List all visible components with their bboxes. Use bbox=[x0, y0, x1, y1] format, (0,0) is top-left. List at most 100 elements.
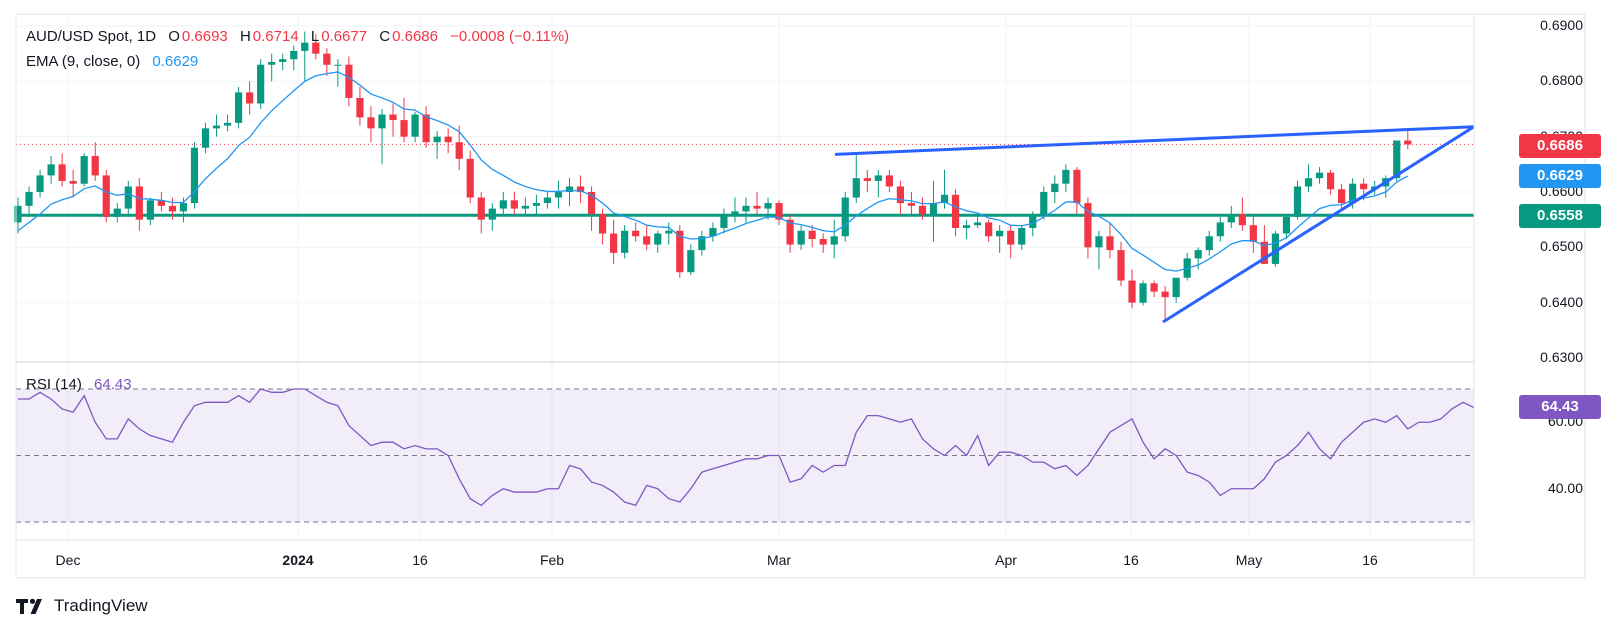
candle bbox=[532, 194, 541, 215]
candle-body bbox=[14, 205, 22, 223]
candle-body bbox=[422, 114, 430, 143]
candle-body bbox=[91, 156, 99, 176]
candle-body bbox=[610, 233, 618, 253]
candle bbox=[554, 180, 563, 209]
chart-grid bbox=[16, 14, 1474, 540]
candle bbox=[1249, 214, 1257, 253]
candle bbox=[157, 192, 165, 212]
price-axis-label: 0.6300 bbox=[1540, 349, 1583, 365]
candle-body bbox=[268, 61, 276, 65]
legend-low: 0.6677 bbox=[321, 28, 368, 45]
candle-body bbox=[1172, 277, 1180, 298]
candle bbox=[896, 180, 904, 215]
candle-body bbox=[1095, 236, 1103, 248]
candle-body bbox=[951, 194, 960, 228]
candle bbox=[687, 244, 695, 275]
candle bbox=[1161, 286, 1169, 323]
chart-frame bbox=[15, 13, 1586, 579]
candle bbox=[433, 131, 441, 159]
candle-body bbox=[25, 192, 33, 206]
candle-body bbox=[1194, 250, 1202, 259]
candle bbox=[1150, 280, 1158, 298]
candle-body bbox=[235, 92, 243, 123]
candle-body bbox=[36, 175, 44, 192]
candle bbox=[1216, 216, 1224, 242]
candle-body bbox=[996, 230, 1004, 237]
candle-body bbox=[885, 175, 893, 187]
candle-body bbox=[1161, 291, 1169, 298]
candle bbox=[1117, 241, 1125, 287]
candle bbox=[422, 106, 430, 148]
candle-body bbox=[510, 200, 518, 209]
legend-symbol[interactable]: AUD/USD Spot, 1D bbox=[26, 28, 157, 45]
candle-body bbox=[466, 158, 474, 198]
candle-body bbox=[1393, 140, 1401, 179]
candle-body bbox=[201, 128, 210, 148]
candle bbox=[1326, 169, 1335, 195]
candle-body bbox=[676, 230, 684, 273]
candle bbox=[576, 175, 585, 204]
time-axis-label: Feb bbox=[539, 552, 565, 568]
tradingview-logo[interactable]: TradingView bbox=[16, 596, 148, 616]
candle-body bbox=[1338, 189, 1346, 204]
candle bbox=[1128, 269, 1136, 309]
candle bbox=[444, 128, 452, 154]
candle bbox=[179, 197, 188, 223]
candle-body bbox=[720, 214, 728, 228]
candle-body bbox=[1139, 283, 1147, 303]
candle bbox=[698, 230, 706, 256]
candle bbox=[598, 208, 607, 245]
ema-line[interactable] bbox=[17, 71, 1409, 272]
candle bbox=[1051, 175, 1059, 204]
candle-body bbox=[400, 120, 408, 137]
candle-body bbox=[808, 230, 816, 240]
candle bbox=[841, 192, 849, 242]
candle bbox=[863, 169, 871, 192]
candle bbox=[720, 208, 728, 234]
candle bbox=[610, 219, 618, 264]
candle bbox=[499, 192, 507, 215]
candle-body bbox=[334, 64, 342, 66]
candle bbox=[47, 156, 55, 184]
candle-body bbox=[786, 219, 794, 245]
legend-rsi-label[interactable]: RSI (14) bbox=[26, 376, 82, 393]
candle bbox=[632, 222, 640, 242]
candle-body bbox=[709, 227, 717, 237]
price-axis-label: 0.6900 bbox=[1540, 17, 1583, 33]
candle-body bbox=[896, 186, 904, 204]
candle bbox=[323, 48, 331, 76]
candle-body bbox=[1304, 178, 1313, 187]
candle-body bbox=[80, 156, 88, 184]
candle-body bbox=[312, 42, 320, 54]
time-axis-label: Apr bbox=[995, 552, 1017, 568]
candle-body bbox=[830, 236, 838, 245]
support-price-tag: 0.6558 bbox=[1519, 204, 1601, 228]
candle bbox=[201, 122, 210, 154]
candle-body bbox=[323, 53, 331, 65]
legend-ema-label[interactable]: EMA (9, close, 0) bbox=[26, 53, 141, 70]
candle bbox=[488, 203, 496, 231]
candle-body bbox=[587, 192, 596, 215]
candle bbox=[80, 153, 88, 187]
rsi-value-tag: 64.43 bbox=[1519, 395, 1601, 419]
candle bbox=[1183, 252, 1191, 281]
candle bbox=[1095, 230, 1103, 270]
time-axis-label: Mar bbox=[766, 552, 792, 568]
candle-body bbox=[433, 136, 441, 143]
legend-open-label: O bbox=[168, 28, 180, 45]
candle-body bbox=[47, 164, 55, 176]
candle bbox=[91, 142, 99, 181]
candle bbox=[676, 225, 684, 278]
candle-body bbox=[598, 214, 607, 234]
rsi-axis-label: 40.00 bbox=[1547, 479, 1583, 496]
rsi-line[interactable] bbox=[18, 388, 1475, 507]
candle bbox=[830, 219, 838, 259]
candle-body bbox=[521, 205, 529, 209]
candle-body bbox=[1238, 214, 1246, 226]
price-axis-label: 0.6800 bbox=[1540, 72, 1583, 89]
candle bbox=[378, 109, 386, 165]
candle bbox=[775, 200, 783, 226]
candle bbox=[235, 86, 243, 129]
candle-body bbox=[477, 197, 485, 220]
